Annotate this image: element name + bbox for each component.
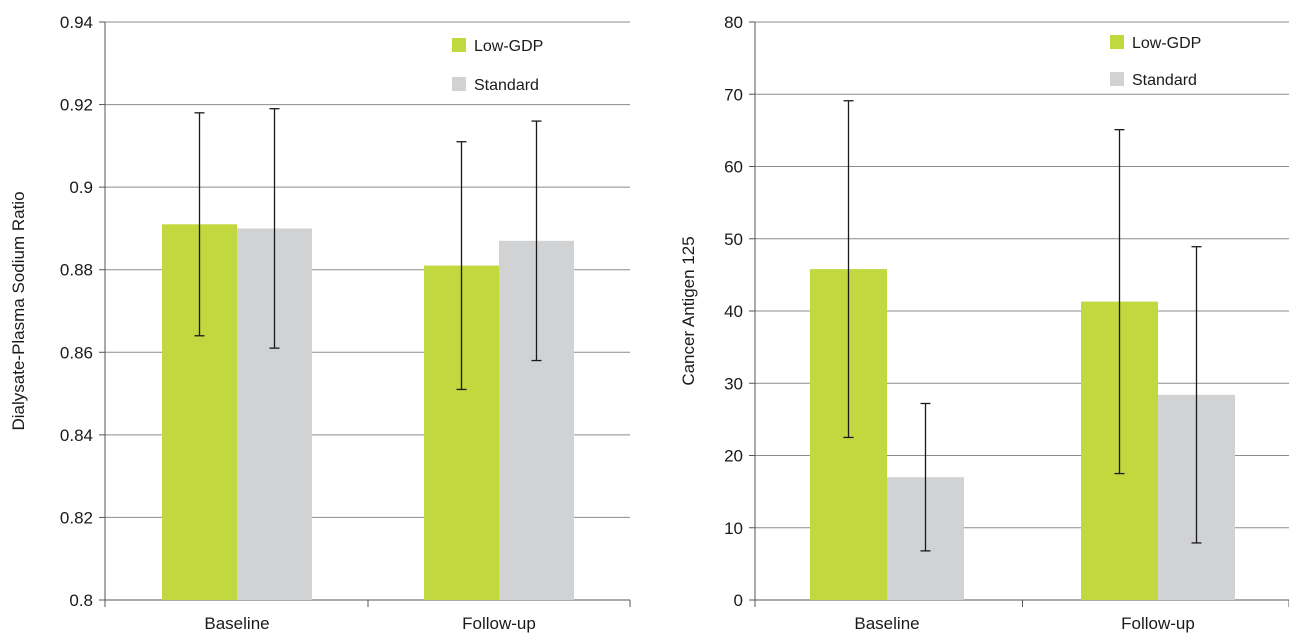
x-category-label: Follow-up <box>1121 614 1195 633</box>
y-tick-label: 40 <box>724 302 743 321</box>
y-tick-label: 0.86 <box>60 343 93 362</box>
legend-label: Low-GDP <box>1132 35 1201 52</box>
legend-label: Standard <box>1132 72 1197 89</box>
y-tick-label: 70 <box>724 85 743 104</box>
x-category-label: Baseline <box>204 614 269 633</box>
x-category-label: Follow-up <box>462 614 536 633</box>
y-tick-label: 0.82 <box>60 508 93 527</box>
y-tick-label: 10 <box>724 519 743 538</box>
y-axis-title: Dialysate-Plasma Sodium Ratio <box>9 191 28 430</box>
y-tick-label: 60 <box>724 158 743 177</box>
chart-cancer-antigen: 0 10 20 30 40 50 60 70 80 Baseline Follow-up Cancer… <box>679 13 1289 633</box>
y-tick-label: 0 <box>734 591 743 610</box>
legend-swatch <box>452 77 466 91</box>
y-tick-label: 0.84 <box>60 426 93 445</box>
y-tick-label: 0.9 <box>69 178 93 197</box>
legend-label: Standard <box>474 77 539 94</box>
legend-swatch <box>1110 72 1124 86</box>
y-tick-label: 0.94 <box>60 13 93 32</box>
legend-label: Low-GDP <box>474 38 543 55</box>
y-tick-label: 20 <box>724 447 743 466</box>
y-tick-label: 0.88 <box>60 261 93 280</box>
y-tick-label: 80 <box>724 13 743 32</box>
y-tick-label: 0.8 <box>69 591 93 610</box>
x-category-label: Baseline <box>854 614 919 633</box>
y-tick-label: 50 <box>724 230 743 249</box>
y-tick-label: 30 <box>724 374 743 393</box>
chart-sodium-ratio: 0.8 0.82 0.84 0.86 0.88 0.9 0.92 0.94 Baseline Fo… <box>9 13 631 633</box>
y-tick-label: 0.92 <box>60 96 93 115</box>
y-axis-title: Cancer Antigen 125 <box>679 236 698 385</box>
legend-swatch <box>452 38 466 52</box>
legend-swatch <box>1110 35 1124 49</box>
